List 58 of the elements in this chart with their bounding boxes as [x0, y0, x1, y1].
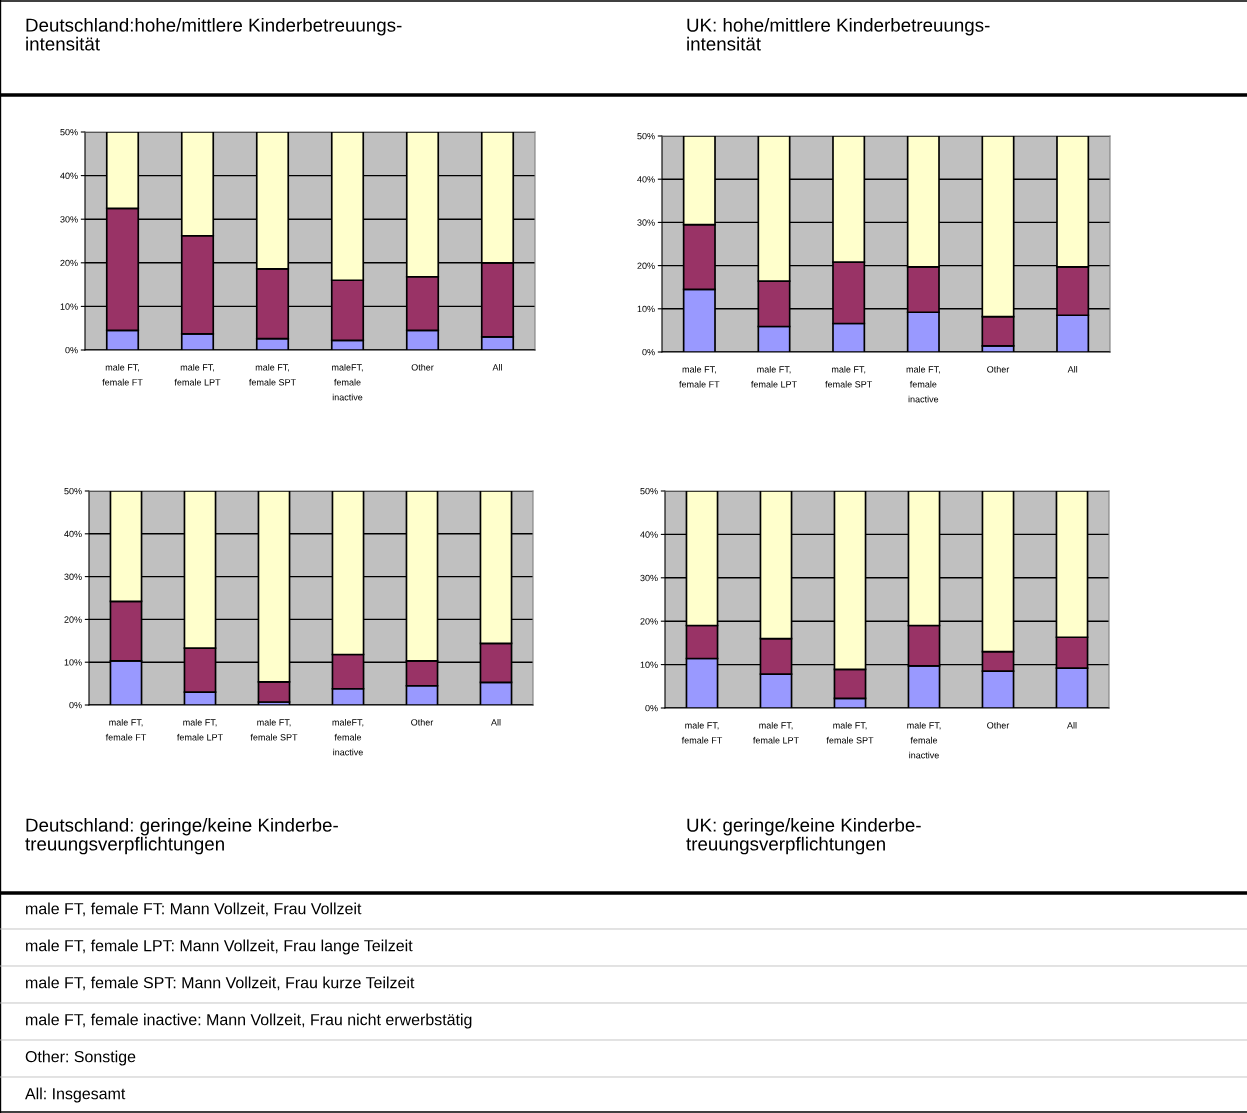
x-tick-label: Other — [987, 721, 1010, 729]
x-tick-label: maleFT, female inactive — [332, 718, 364, 756]
x-tick-label: male FT, female LPT — [177, 718, 223, 741]
text: male FT, female FT: Mann Vollzeit, Frau Vollzeit — [26, 902, 362, 917]
y-tick-label: 30% — [637, 219, 655, 226]
x-tick-label: All — [492, 363, 502, 371]
x-tick-label: male FT, female FT — [102, 363, 143, 386]
text: All: Insgesamt — [25, 1087, 126, 1103]
y-tick-label: 20% — [637, 262, 655, 269]
y-tick-label: 50% — [637, 132, 655, 140]
text: Deutschland: geringe/keine Kinderbe- treuungsverpflichtungen — [25, 818, 338, 855]
y-tick-label: 50% — [64, 487, 82, 495]
x-tick-label: Other — [411, 718, 434, 726]
x-tick-label: male FT, female LPT — [751, 365, 797, 388]
chart-title: Deutschland:hohe/mittlere Kinderbetreuungs- intensität — [26, 18, 402, 51]
text: UK: geringe/keine Kinderbe- treuungsverpflichtungen — [686, 818, 921, 855]
x-tick-label: All — [491, 718, 501, 726]
y-tick-label: 40% — [637, 176, 655, 183]
y-tick-label: 40% — [640, 531, 658, 538]
text: male FT, female LPT: Mann Vollzeit, Frau lange Teilzeit — [26, 939, 413, 955]
y-tick-label: 10% — [64, 659, 82, 666]
y-tick-label: 20% — [640, 618, 658, 625]
x-tick-label: male FT, female FT — [681, 721, 723, 744]
x-tick-label: male FT, female SPT — [250, 718, 298, 741]
x-tick-label: male FT, female FT — [679, 365, 720, 388]
y-tick-label: 30% — [60, 216, 78, 223]
text: male FT, female inactive: Mann Vollzeit, Frau nicht erwerbstätig — [26, 1013, 472, 1029]
x-tick-label: Other — [987, 365, 1010, 373]
y-tick-label: 20% — [60, 259, 78, 267]
y-tick-label: 10% — [637, 305, 655, 313]
y-tick-label: 0% — [645, 704, 658, 712]
y-tick-label: 50% — [640, 487, 658, 495]
text: male FT, female SPT: Mann Vollzeit, Frau kurze Teilzeit — [26, 976, 415, 991]
x-tick-label: Other — [411, 363, 434, 371]
x-tick-label: male FT, female SPT — [826, 721, 874, 744]
x-tick-label: male FT, female FT — [105, 718, 147, 741]
y-tick-label: 0% — [65, 346, 78, 354]
y-tick-label: 30% — [640, 574, 658, 582]
text: Other: Sonstige — [25, 1050, 136, 1066]
x-tick-label: male FT, female LPT — [753, 721, 799, 744]
x-tick-label: male FT, female LPT — [174, 363, 221, 386]
x-tick-label: All — [1067, 365, 1078, 373]
y-tick-label: 30% — [64, 573, 82, 580]
y-tick-label: 40% — [60, 172, 78, 179]
y-tick-label: 20% — [64, 616, 82, 623]
x-tick-label: male FT, female inactive — [906, 365, 940, 403]
y-tick-label: 10% — [60, 303, 78, 310]
y-tick-label: 10% — [640, 661, 658, 668]
x-tick-label: All — [1067, 721, 1077, 729]
x-tick-label: maleFT, female inactive — [332, 363, 363, 401]
x-tick-label: male FT, female SPT — [825, 365, 873, 388]
y-tick-label: 50% — [60, 128, 78, 136]
x-tick-label: male FT, female inactive — [907, 721, 941, 759]
y-tick-label: 40% — [64, 530, 82, 538]
x-tick-label: male FT, female SPT — [249, 363, 296, 386]
y-tick-label: 0% — [642, 348, 655, 356]
y-tick-label: 0% — [69, 701, 82, 709]
chart-title: UK: hohe/mittlere Kinderbetreuungs- intensität — [687, 18, 990, 51]
